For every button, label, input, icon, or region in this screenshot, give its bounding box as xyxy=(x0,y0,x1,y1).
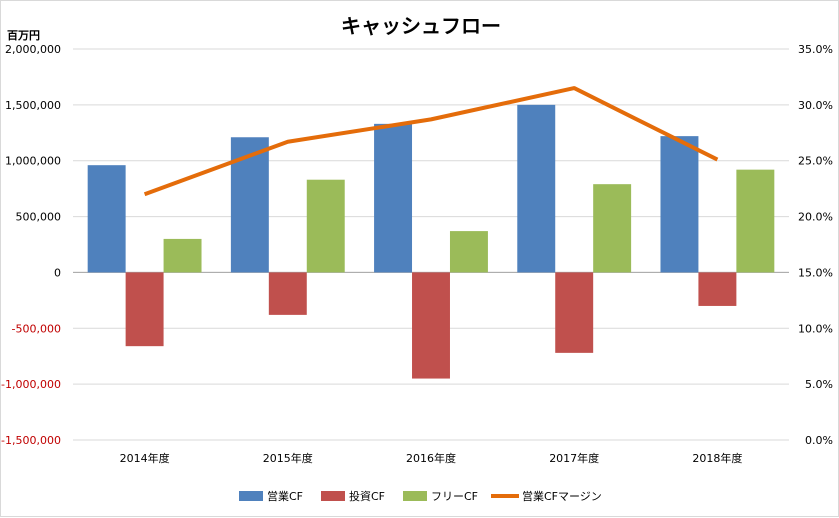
y-right-tick-label: 20.0% xyxy=(798,211,833,224)
y-axis-left: -1,500,000 -1,000,000 -500,000 0 500,000 1,00… xyxy=(1,43,61,447)
y-right-tick-label: 25.0% xyxy=(798,155,833,168)
line-営業CFマージン xyxy=(143,86,719,197)
bar-営業CF xyxy=(660,136,699,273)
bar-営業CF xyxy=(517,104,556,273)
legend-swatch xyxy=(239,491,263,501)
bar-投資CF xyxy=(555,272,594,353)
chart-title: キャッシュフロー xyxy=(341,14,501,38)
y-right-tick-label: 0.0% xyxy=(805,434,833,447)
bar-投資CF xyxy=(412,272,450,379)
bar-フリーCF xyxy=(163,238,202,273)
legend-label: 営業CF xyxy=(267,489,303,503)
legend-swatch xyxy=(321,491,345,501)
legend-swatch xyxy=(403,491,427,501)
legend: 営業CF 投資CF フリーCF 営業CFマージン xyxy=(239,489,602,503)
bar-投資CF xyxy=(698,272,737,306)
y-right-tick-label: 5.0% xyxy=(805,378,833,391)
x-category-label: 2016年度 xyxy=(406,451,456,465)
x-category-label: 2014年度 xyxy=(120,451,170,465)
legend-label: 投資CF xyxy=(349,489,385,503)
y-left-tick-label: 0 xyxy=(54,266,61,279)
y-right-tick-label: 15.0% xyxy=(798,266,833,279)
bar-投資CF xyxy=(268,272,307,315)
bar-営業CF xyxy=(374,123,413,273)
bar-フリーCF xyxy=(449,231,488,273)
y-left-tick-label: -1,000,000 xyxy=(1,378,61,391)
y-left-tick-label: 1,500,000 xyxy=(5,99,61,112)
y-axis-unit-label: 百万円 xyxy=(7,29,40,42)
bar-フリーCF xyxy=(306,179,345,273)
y-right-tick-label: 10.0% xyxy=(798,322,833,335)
line-series-group xyxy=(143,86,719,197)
y-left-tick-label: 2,000,000 xyxy=(5,43,61,56)
x-category-label: 2015年度 xyxy=(263,451,313,465)
y-left-tick-label: -1,500,000 xyxy=(1,434,61,447)
y-right-tick-label: 30.0% xyxy=(798,99,833,112)
x-category-label: 2017年度 xyxy=(549,451,599,465)
x-category-label: 2018年度 xyxy=(692,451,742,465)
y-axis-right: 0.0% 5.0% 10.0% 15.0% 20.0% 25.0% 30.0% 35.0% xyxy=(798,43,833,447)
y-right-tick-label: 35.0% xyxy=(798,43,833,56)
bar-投資CF xyxy=(125,272,164,347)
y-left-tick-label: -500,000 xyxy=(12,322,61,335)
bar-series-group xyxy=(87,104,775,379)
bar-フリーCF xyxy=(736,169,775,273)
y-left-tick-label: 500,000 xyxy=(16,211,62,224)
bar-営業CF xyxy=(87,165,126,273)
legend-label: フリーCF xyxy=(431,490,478,503)
y-left-tick-label: 1,000,000 xyxy=(5,155,61,168)
legend-label: 営業CFマージン xyxy=(522,489,602,503)
bar-フリーCF xyxy=(593,184,632,273)
x-axis: 2014年度 2015年度 2016年度 2017年度 2018年度 xyxy=(120,451,743,465)
